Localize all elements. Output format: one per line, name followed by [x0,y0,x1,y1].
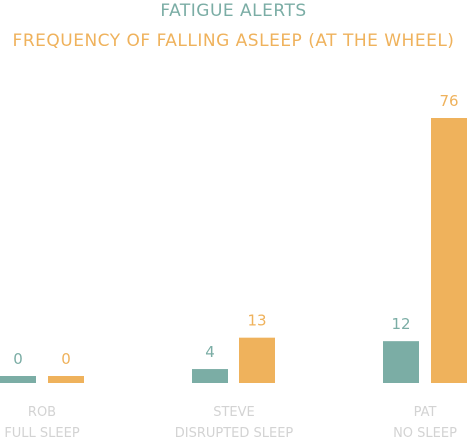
category-label-0-0: ROB [28,405,56,420]
chart-subtitle: FREQUENCY OF FALLING ASLEEP (AT THE WHEE… [12,31,455,51]
bar-0-0 [0,376,36,383]
data-label-0-0: 0 [13,350,23,368]
data-label-2-1: 76 [439,92,458,110]
category-label-2-1: NO SLEEP [393,426,457,441]
data-label-2-0: 12 [391,315,410,333]
data-label-0-1: 0 [61,350,71,368]
data-label-1-0: 4 [205,343,215,361]
bar-2-0 [383,341,419,383]
bar-1-1 [239,337,275,383]
chart-title: FATIGUE ALERTS [160,1,307,21]
category-label-0-1: FULL SLEEP [4,426,80,441]
category-label-1-1: DISRUPTED SLEEP [175,426,294,441]
data-label-1-1: 13 [247,312,266,330]
category-label-1-0: STEVE [213,405,255,420]
bar-0-1 [48,376,84,383]
bar-1-0 [192,369,228,383]
category-label-2-0: PAT [414,405,437,420]
bar-2-1 [431,118,467,383]
